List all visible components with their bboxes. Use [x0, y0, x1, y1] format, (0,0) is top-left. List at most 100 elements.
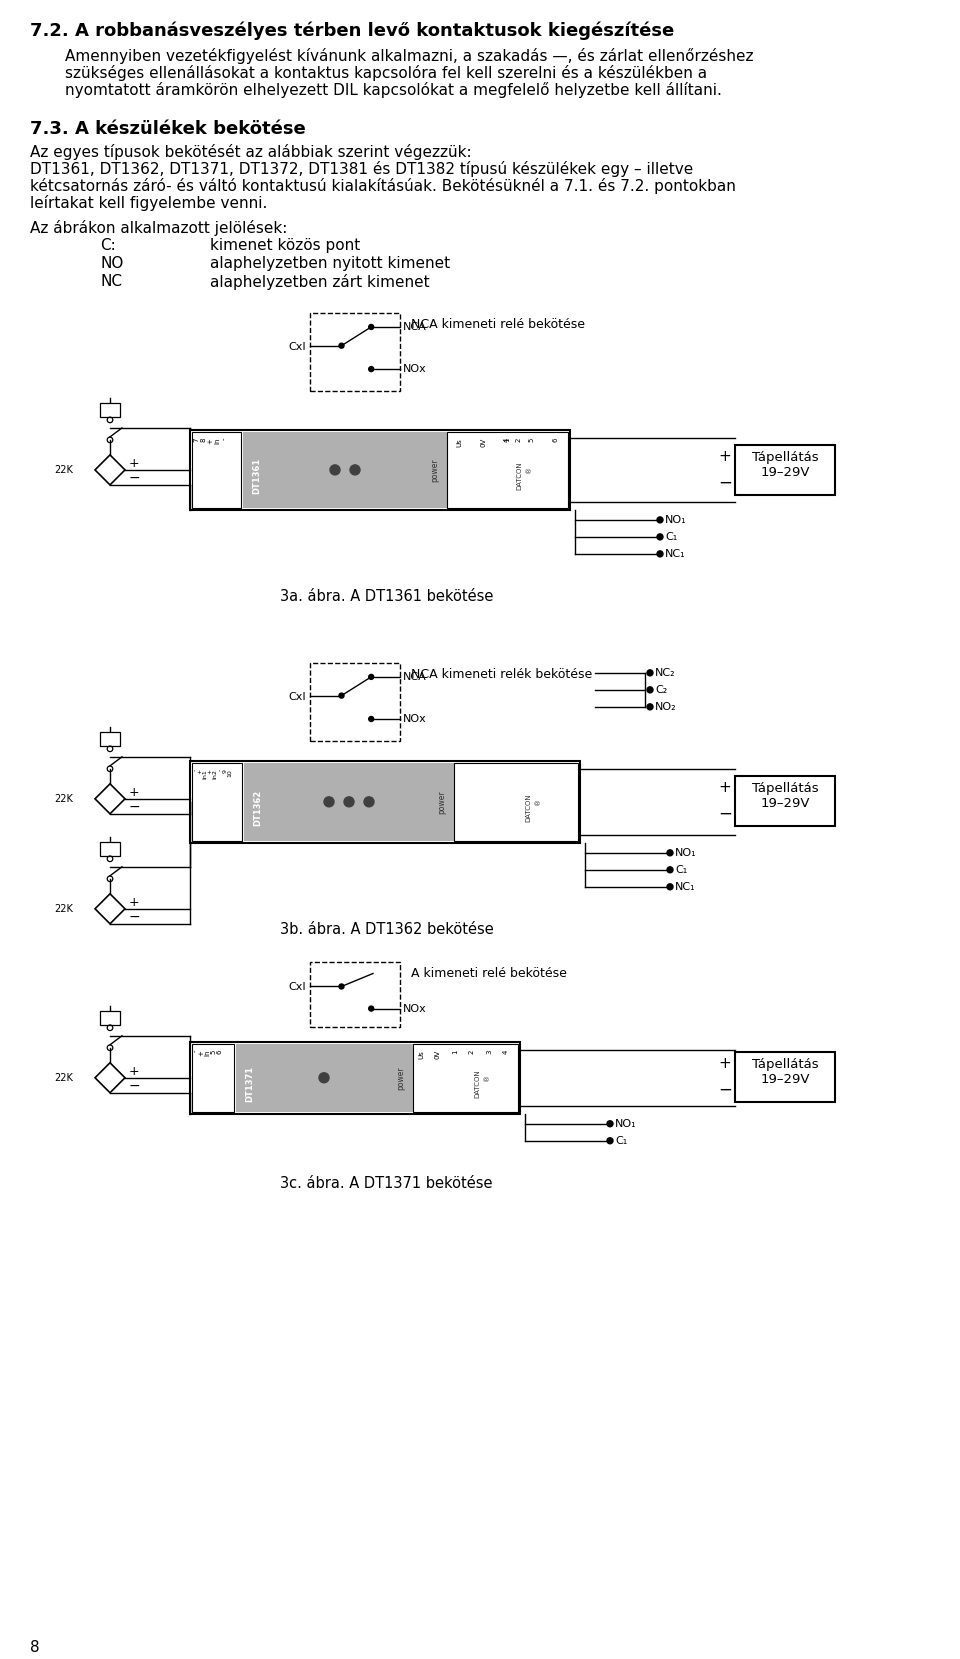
- Text: NC₁: NC₁: [675, 883, 696, 893]
- Bar: [735, 1052, 835, 1102]
- Text: 22K: 22K: [54, 465, 73, 474]
- Text: C₁: C₁: [675, 864, 687, 874]
- Text: 8: 8: [200, 438, 206, 443]
- Text: −: −: [718, 805, 732, 823]
- Circle shape: [647, 703, 653, 710]
- Text: 2: 2: [469, 1050, 475, 1053]
- Text: 3a. ábra. A DT1361 bekötése: 3a. ábra. A DT1361 bekötése: [280, 589, 493, 604]
- Text: CxI: CxI: [288, 342, 306, 352]
- Text: +: +: [198, 768, 203, 775]
- Text: 6: 6: [216, 1050, 222, 1053]
- Text: C:: C:: [100, 237, 116, 252]
- Text: 1K: 1K: [105, 844, 116, 853]
- Text: Tápellátás
19–29V: Tápellátás 19–29V: [752, 781, 818, 810]
- Bar: [190, 761, 580, 843]
- Bar: [192, 431, 241, 508]
- Text: +: +: [198, 1050, 204, 1055]
- Text: NCA kimeneti relé bekötése: NCA kimeneti relé bekötése: [411, 319, 585, 330]
- Text: 1K: 1K: [105, 1012, 116, 1022]
- Text: NCA: NCA: [403, 322, 427, 332]
- Text: −: −: [718, 1080, 732, 1098]
- Text: 1: 1: [504, 438, 510, 443]
- Polygon shape: [95, 894, 125, 924]
- Text: 7: 7: [193, 438, 199, 443]
- Text: +: +: [129, 786, 139, 800]
- Text: DT1361, DT1362, DT1371, DT1372, DT1381 és DT1382 típusú készülékek egy – illetve: DT1361, DT1362, DT1371, DT1372, DT1381 é…: [30, 161, 693, 178]
- Polygon shape: [95, 783, 125, 815]
- Text: NOx: NOx: [403, 363, 427, 373]
- Text: 3c. ábra. A DT1371 bekötése: 3c. ábra. A DT1371 bekötése: [280, 1176, 492, 1191]
- Polygon shape: [95, 1063, 125, 1093]
- Circle shape: [339, 984, 344, 989]
- Bar: [310, 664, 400, 742]
- Circle shape: [607, 1121, 613, 1126]
- Text: +: +: [207, 438, 213, 443]
- Text: NCA kimeneti relék bekötése: NCA kimeneti relék bekötése: [411, 669, 592, 680]
- Text: 3b. ábra. A DT1362 bekötése: 3b. ábra. A DT1362 bekötése: [280, 922, 493, 937]
- Bar: [100, 732, 120, 747]
- Text: 8: 8: [30, 1639, 39, 1654]
- Circle shape: [369, 717, 373, 722]
- Text: Us: Us: [418, 1050, 424, 1058]
- Bar: [244, 763, 454, 841]
- Text: -: -: [193, 768, 198, 771]
- Text: CxI: CxI: [288, 982, 306, 992]
- Text: DATCON: DATCON: [474, 1070, 480, 1098]
- Text: ®: ®: [484, 1073, 490, 1082]
- Text: CxI: CxI: [288, 692, 306, 702]
- Text: 4: 4: [503, 1050, 509, 1053]
- Text: In: In: [204, 1050, 210, 1057]
- Text: −: −: [129, 471, 140, 484]
- Text: -: -: [192, 1050, 198, 1052]
- Bar: [190, 430, 570, 509]
- Circle shape: [657, 534, 663, 539]
- Text: 1K: 1K: [105, 405, 116, 413]
- Text: power: power: [430, 458, 440, 481]
- Circle shape: [369, 325, 373, 330]
- Text: +: +: [719, 780, 732, 795]
- Text: A kimeneti relé bekötése: A kimeneti relé bekötése: [411, 967, 566, 980]
- Text: 7.2. A robbanásveszélyes térben levő kontaktusok kiegészítése: 7.2. A robbanásveszélyes térben levő kon…: [30, 22, 674, 40]
- Text: DT1371: DT1371: [246, 1065, 254, 1102]
- Circle shape: [319, 1073, 329, 1083]
- Circle shape: [647, 670, 653, 675]
- Circle shape: [369, 367, 373, 372]
- Text: Tápellátás
19–29V: Tápellátás 19–29V: [752, 1058, 818, 1085]
- Text: 22K: 22K: [54, 1073, 73, 1083]
- Bar: [100, 841, 120, 856]
- Text: 4: 4: [504, 438, 510, 443]
- Text: 7.3. A készülékek bekötése: 7.3. A készülékek bekötése: [30, 119, 305, 138]
- Text: alaphelyzetben nyitott kimenet: alaphelyzetben nyitott kimenet: [210, 255, 450, 270]
- Text: leírtakat kell figyelembe venni.: leírtakat kell figyelembe venni.: [30, 196, 268, 211]
- Text: alaphelyzetben zárt kimenet: alaphelyzetben zárt kimenet: [210, 274, 430, 290]
- Text: NC₂: NC₂: [655, 669, 676, 679]
- Bar: [236, 1044, 413, 1112]
- Text: In1: In1: [203, 768, 207, 778]
- Circle shape: [657, 518, 663, 523]
- Text: 3: 3: [486, 1050, 492, 1053]
- Text: ®: ®: [535, 798, 541, 805]
- Circle shape: [667, 884, 673, 889]
- Text: 22K: 22K: [54, 904, 73, 914]
- Text: power: power: [438, 790, 446, 813]
- Polygon shape: [95, 455, 125, 484]
- Text: −: −: [718, 474, 732, 491]
- Circle shape: [339, 343, 344, 348]
- Text: DATCON: DATCON: [516, 461, 522, 489]
- Circle shape: [330, 465, 340, 474]
- Text: DT1361: DT1361: [252, 458, 261, 494]
- Text: NOx: NOx: [403, 713, 427, 723]
- Text: C₂: C₂: [655, 685, 667, 695]
- Text: NO₂: NO₂: [655, 702, 677, 712]
- Text: 0V: 0V: [435, 1050, 441, 1058]
- Text: +: +: [129, 896, 139, 909]
- Text: Az egyes típusok bekötését az alábbiak szerint végezzük:: Az egyes típusok bekötését az alábbiak s…: [30, 144, 471, 159]
- Text: −: −: [129, 1078, 140, 1093]
- Text: NO₁: NO₁: [675, 848, 697, 858]
- Text: NO₁: NO₁: [615, 1118, 636, 1128]
- Circle shape: [369, 1005, 373, 1010]
- Text: +: +: [129, 458, 139, 471]
- Text: NOx: NOx: [403, 1004, 427, 1014]
- Bar: [100, 1010, 120, 1025]
- Text: +: +: [719, 450, 732, 465]
